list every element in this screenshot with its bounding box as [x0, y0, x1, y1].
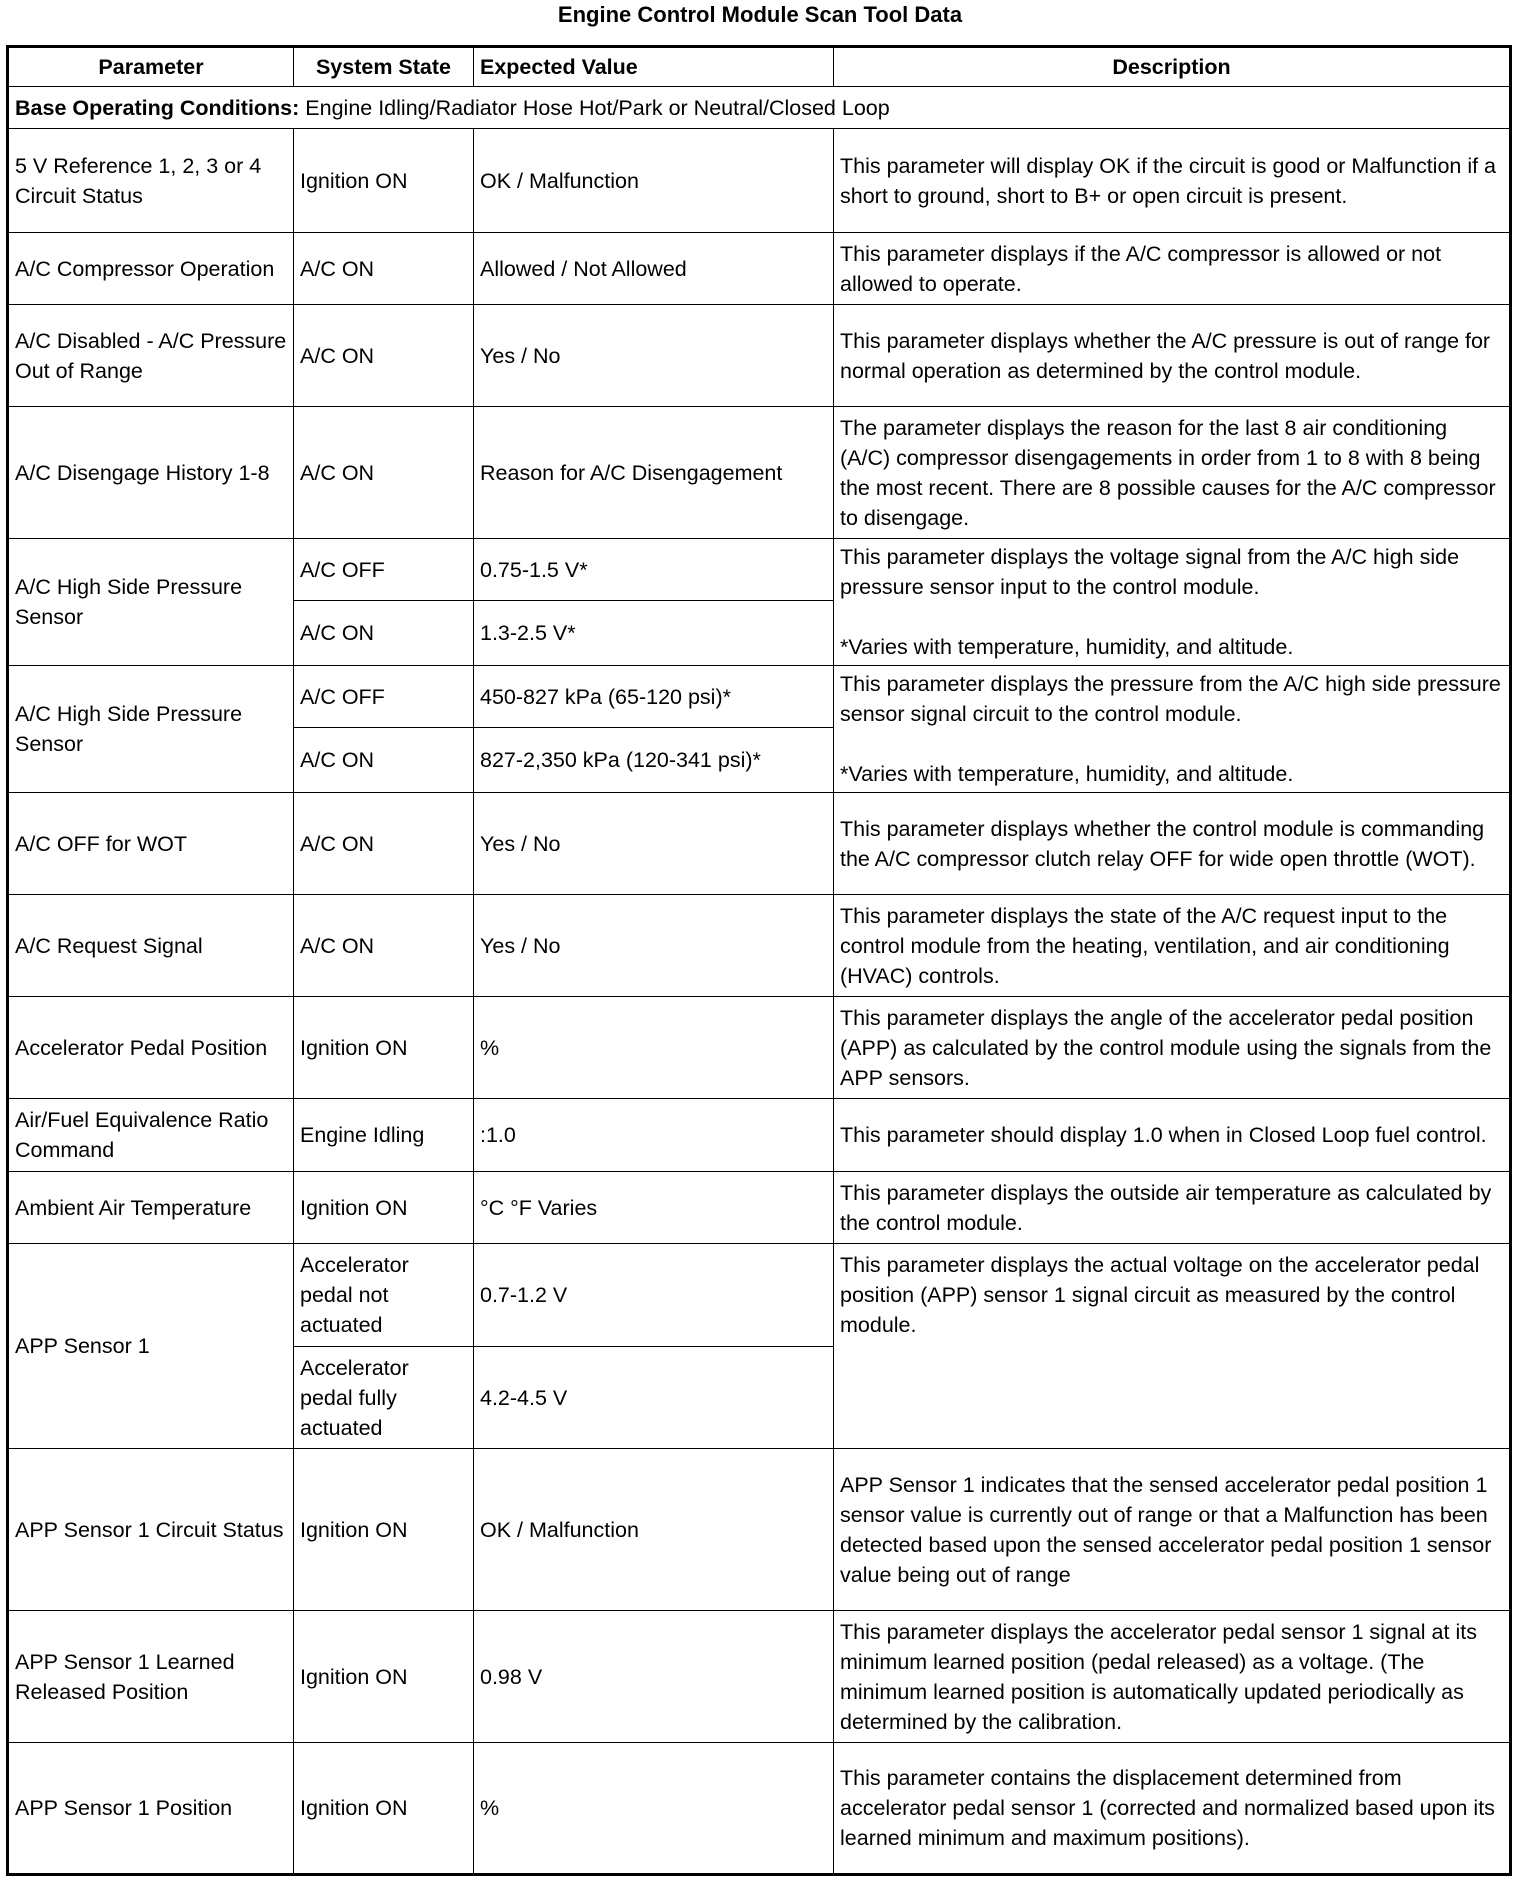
header-system-state: System State [293, 46, 474, 87]
description-cell: This parameter displays the voltage sign… [833, 538, 1511, 666]
system-state-cell: A/C ON [293, 232, 474, 305]
expected-value-cell: 0.98 V [473, 1610, 834, 1743]
parameter-cell: APP Sensor 1 Position [7, 1742, 294, 1875]
table-row: Ambient Air Temperature Ignition ON °C °F … [7, 1171, 1511, 1244]
table-row: A/C High Side Pressure Sensor A/C OFF 450-… [7, 665, 1511, 793]
parameter-cell: A/C Disabled - A/C Pressure Out of Range [7, 304, 294, 407]
description-cell: This parameter displays the state of the… [833, 894, 1511, 997]
table-row: Accelerator pedal fully actuated 4.2-4.5 … [8, 1346, 1511, 1449]
system-state-cell: A/C ON [293, 792, 474, 895]
description-cell: This parameter displays whether the A/C … [833, 304, 1511, 407]
expected-value-cell: Allowed / Not Allowed [473, 232, 834, 305]
expected-value-cell: OK / Malfunction [473, 128, 834, 233]
description-cell: This parameter displays the outside air … [833, 1171, 1511, 1244]
system-state-cell: A/C ON [293, 304, 474, 407]
table-row: A/C OFF for WOT A/C ON Yes / No This parame… [7, 792, 1511, 895]
expected-value-cell: °C °F Varies [473, 1171, 834, 1244]
table-row: APP Sensor 1 Accelerator pedal not actuat… [7, 1243, 1511, 1449]
system-state-cell: Accelerator pedal not actuated [293, 1243, 474, 1347]
system-state-cell: Accelerator pedal fully actuated [293, 1346, 474, 1449]
description-cell: APP Sensor 1 indicates that the sensed a… [833, 1448, 1511, 1611]
description-cell: This parameter displays whether the cont… [833, 792, 1511, 895]
expected-value-cell: Reason for A/C Disengagement [473, 406, 834, 539]
parameter-cell: A/C OFF for WOT [7, 792, 294, 895]
parameter-cell: APP Sensor 1 Circuit Status [7, 1448, 294, 1611]
table-row: A/C Disengage History 1-8 A/C ON Reason fo… [7, 406, 1511, 539]
system-state-cell: Ignition ON [293, 1171, 474, 1244]
parameter-cell: 5 V Reference 1, 2, 3 or 4 Circuit Statu… [7, 128, 294, 233]
header-row: Parameter System State Expected Value De… [7, 46, 1511, 87]
table-row: 5 V Reference 1, 2, 3 or 4 Circuit Statu… [7, 128, 1511, 233]
expected-value-cell: Yes / No [473, 894, 834, 997]
expected-value-cell: Yes / No [473, 792, 834, 895]
expected-value-cell: 450-827 kPa (65-120 psi)* [473, 665, 834, 728]
system-state-cell: Ignition ON [293, 1742, 474, 1875]
table-row: APP Sensor 1 Position Ignition ON% This pa… [7, 1742, 1511, 1875]
expected-value-cell: 0.75-1.5 V* [473, 538, 834, 601]
system-state-cell: A/C ON [293, 600, 474, 666]
expected-value-cell: OK / Malfunction [473, 1448, 834, 1611]
scan-tool-data-table: Parameter System State Expected Value De… [6, 45, 1512, 1876]
expected-value-cell: Yes / No [473, 304, 834, 407]
parameter-cell: Air/Fuel Equivalence Ratio Command [7, 1098, 294, 1172]
expected-value-cell: :1.0 [473, 1098, 834, 1172]
parameter-cell: A/C Request Signal [7, 894, 294, 997]
system-state-cell: Ignition ON [293, 996, 474, 1099]
parameter-cell: Accelerator Pedal Position [7, 996, 294, 1099]
description-cell: This parameter displays the accelerator … [833, 1610, 1511, 1743]
system-state-cell: A/C OFF [293, 665, 474, 728]
expected-value-cell: 4.2-4.5 V [473, 1346, 834, 1449]
base-conditions-text: Engine Idling/Radiator Hose Hot/Park or … [299, 95, 890, 120]
table-row: Accelerator Pedal Position Ignition ON% Th… [7, 996, 1511, 1099]
expected-value-cell: % [473, 996, 834, 1099]
description-cell: This parameter will display OK if the ci… [833, 128, 1511, 233]
description-cell: The parameter displays the reason for th… [833, 406, 1511, 539]
system-state-cell: A/C OFF [293, 538, 474, 601]
base-conditions-label: Base Operating Conditions: [15, 95, 300, 120]
header-expected-value: Expected Value [473, 46, 834, 87]
description-cell: This parameter should display 1.0 when i… [833, 1098, 1511, 1172]
header-description: Description [833, 46, 1511, 87]
system-state-cell: Ignition ON [293, 128, 474, 233]
table-row: APP Sensor 1 Circuit Status Ignition ON OK… [7, 1448, 1511, 1611]
system-state-cell: A/C ON [293, 894, 474, 997]
system-state-cell: Ignition ON [293, 1610, 474, 1743]
description-cell: This parameter contains the displacement… [833, 1742, 1511, 1875]
expected-value-cell: % [473, 1742, 834, 1875]
description-cell: This parameter displays if the A/C compr… [833, 232, 1511, 305]
system-state-cell: Engine Idling [293, 1098, 474, 1172]
expected-value-cell: 0.7-1.2 V [473, 1243, 834, 1347]
table-row: A/C ON 1.3-2.5 V* [8, 600, 1511, 666]
description-cell: This parameter displays the pressure fro… [833, 665, 1511, 793]
page-title: Engine Control Module Scan Tool Data [557, 2, 963, 27]
parameter-cell: Ambient Air Temperature [7, 1171, 294, 1244]
expected-value-cell: 827-2,350 kPa (120-341 psi)* [473, 727, 834, 793]
table-row: A/C Request Signal A/C ON Yes / No This par… [7, 894, 1511, 997]
table-row: A/C High Side Pressure Sensor A/C OFF 0.75… [7, 538, 1511, 666]
system-state-cell: A/C ON [293, 727, 474, 793]
expected-value-cell: 1.3-2.5 V* [473, 600, 834, 666]
parameter-cell: APP Sensor 1 Learned Released Position [7, 1610, 294, 1743]
parameter-cell: APP Sensor 1 [7, 1243, 294, 1449]
table-row: A/C Compressor Operation A/C ON Allowed / … [7, 232, 1511, 305]
description-cell: This parameter displays the angle of the… [833, 996, 1511, 1099]
header-parameter: Parameter [7, 46, 294, 87]
parameter-cell: A/C Disengage History 1-8 [7, 406, 294, 539]
system-state-cell: Ignition ON [293, 1448, 474, 1611]
table-row: A/C Disabled - A/C Pressure Out of Range… [7, 304, 1511, 407]
parameter-cell: A/C Compressor Operation [7, 232, 294, 305]
table-row: APP Sensor 1 Learned Released Position Ig… [7, 1610, 1511, 1743]
description-cell: This parameter displays the actual volta… [833, 1243, 1511, 1449]
parameter-cell: A/C High Side Pressure Sensor [7, 538, 294, 666]
table-row: Air/Fuel Equivalence Ratio Command Engine… [7, 1098, 1511, 1172]
base-conditions-row: Base Operating Conditions: Engine Idling… [7, 86, 1511, 129]
parameter-cell: A/C High Side Pressure Sensor [7, 665, 294, 793]
system-state-cell: A/C ON [293, 406, 474, 539]
